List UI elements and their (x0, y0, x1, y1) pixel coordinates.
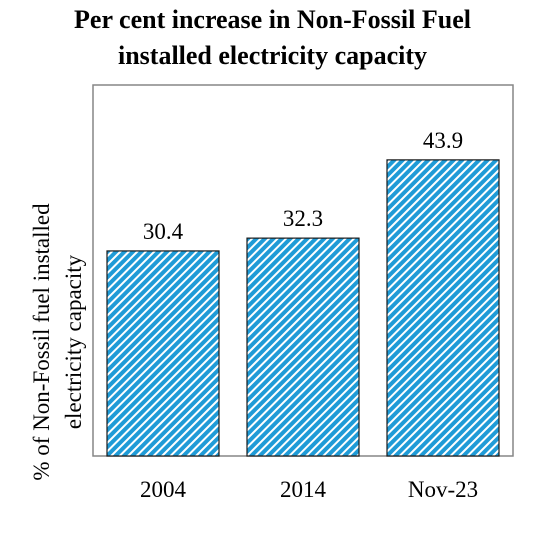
bar-nov-23 (386, 159, 500, 457)
data-labels-group: 30.4 32.3 43.9 (143, 128, 463, 244)
bar-chart: 30.4 32.3 43.9 2004 2014 Nov-23 (92, 84, 514, 502)
x-tick-label-2004: 2004 (140, 477, 187, 502)
bars-group (106, 159, 500, 457)
data-label-2014: 32.3 (283, 206, 323, 231)
x-tick-label-2014: 2014 (280, 477, 327, 502)
bar-2004 (106, 250, 220, 457)
chart-title-line-1: Per cent increase in Non-Fossil Fuel (74, 5, 471, 34)
x-tick-label-nov-23: Nov-23 (408, 477, 478, 502)
chart-title: Per cent increase in Non-Fossil Fuel ins… (0, 2, 545, 74)
bar-2014 (246, 237, 360, 457)
x-tick-labels-group: 2004 2014 Nov-23 (140, 477, 478, 502)
chart-title-line-2: installed electricity capacity (117, 41, 428, 70)
data-label-2004: 30.4 (143, 219, 184, 244)
data-label-nov-23: 43.9 (423, 128, 463, 153)
